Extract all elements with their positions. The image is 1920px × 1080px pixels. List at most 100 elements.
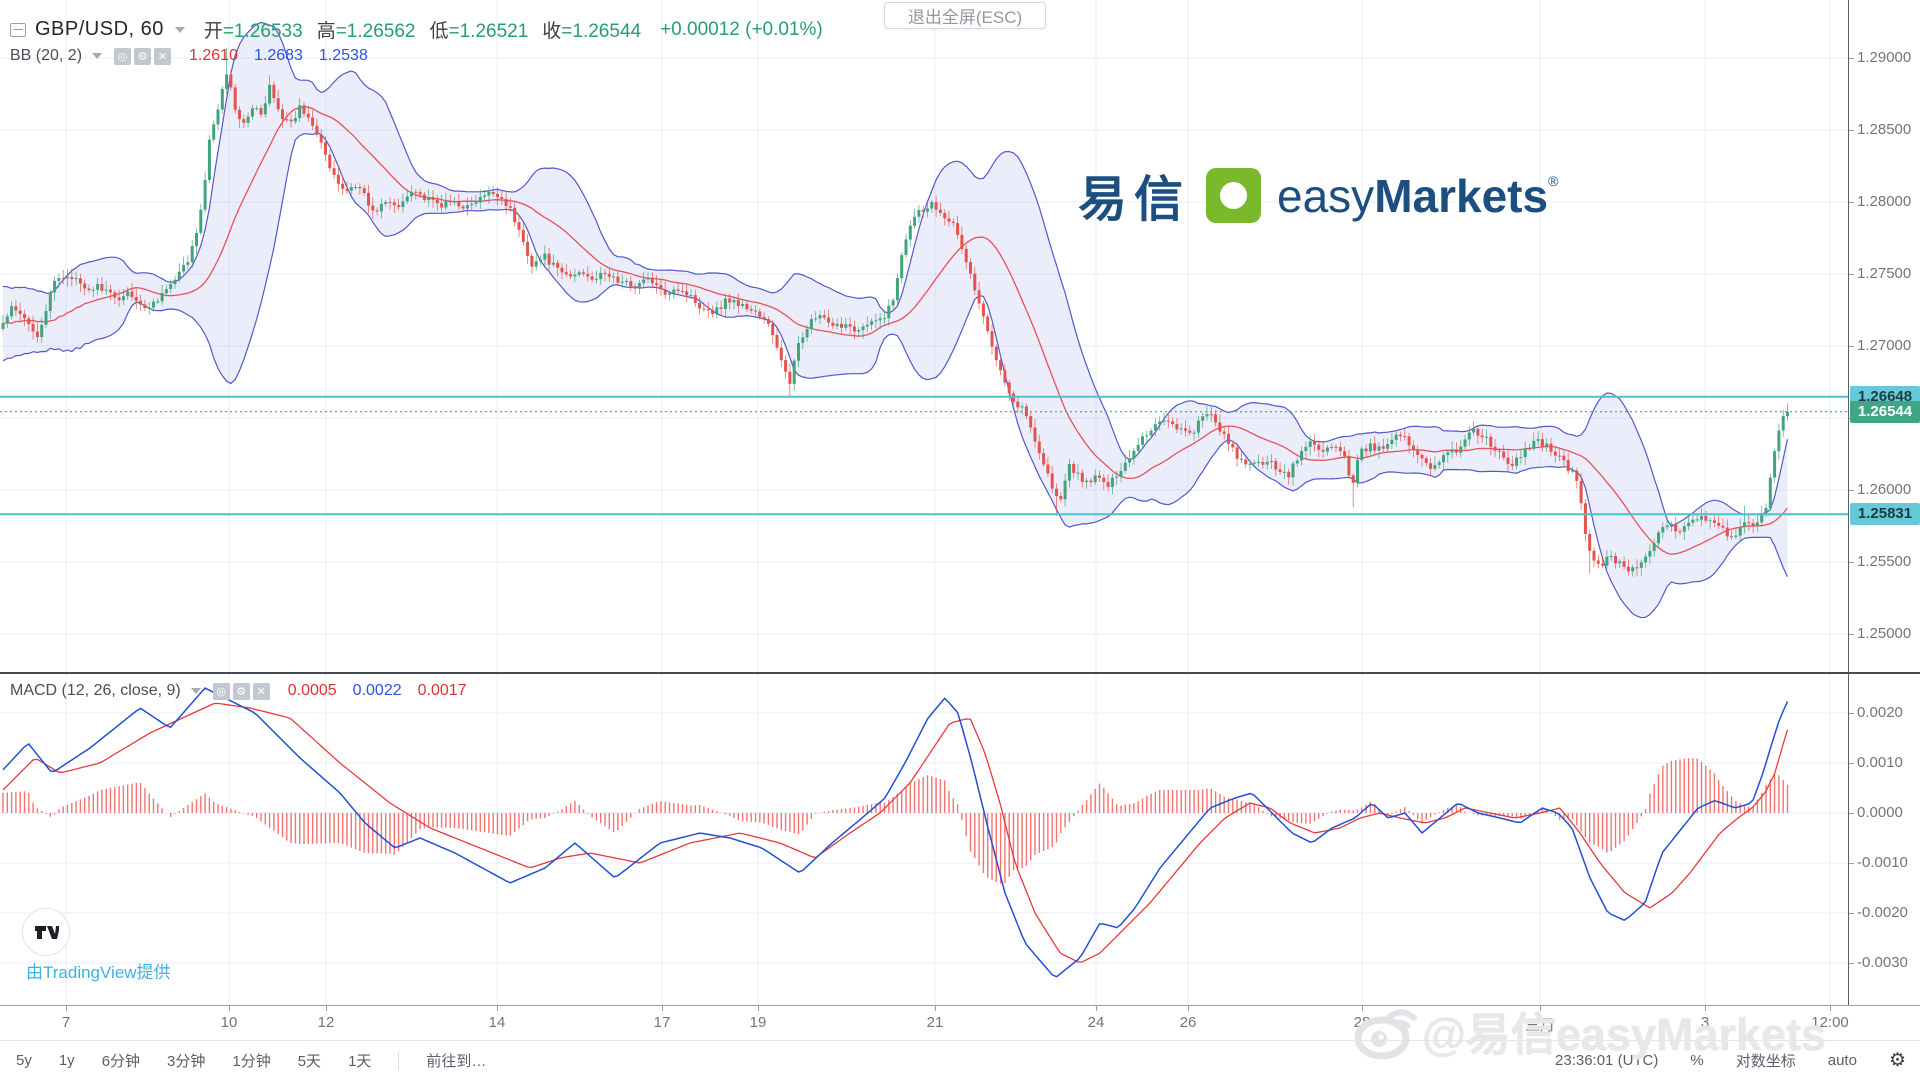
price-tick: 1.25000	[1849, 625, 1920, 643]
bb-label[interactable]: BB (20, 2)	[10, 47, 83, 64]
price-tick: 1.26000	[1849, 481, 1920, 499]
settings-gear-icon[interactable]: ⚙	[1888, 1050, 1906, 1071]
last-price-badge: 1.26544	[1850, 400, 1920, 423]
price-tick: 1.27500	[1849, 265, 1920, 283]
goto-date-button[interactable]: 前往到…	[426, 1053, 487, 1070]
range-button-5天[interactable]: 5天	[297, 1053, 322, 1070]
indicator-value: 0.0017	[417, 682, 467, 699]
tradingview-logo-icon[interactable]	[22, 908, 70, 956]
time-tick-mark	[1540, 1006, 1541, 1011]
range-button-1分钟[interactable]: 1分钟	[232, 1053, 271, 1070]
easymarkets-logo: 易信 easyMarkets®	[1078, 160, 1558, 231]
time-tick-label: 12	[317, 1014, 335, 1031]
time-tick-mark	[229, 1006, 230, 1011]
easymarkets-logo-text: easyMarkets®	[1277, 169, 1559, 222]
time-tick-mark	[1096, 1006, 1097, 1011]
macd-tick: 0.0000	[1849, 804, 1920, 822]
price-tick: 1.25500	[1849, 553, 1920, 571]
price-chart-pane[interactable]	[0, 0, 1848, 672]
time-axis[interactable]: 7 10 12 14 17 19 21 24 26 28 三月 3 12:00	[0, 1005, 1920, 1040]
indicator-value: 0.0005	[287, 682, 337, 699]
indicator-value: 1.2610	[189, 47, 238, 64]
toolbar-right: 23:36:01 (UTC) % 对数坐标 auto ⚙	[1555, 1050, 1906, 1071]
price-tick: 1.27000	[1849, 337, 1920, 355]
price-axis[interactable]: 1.29000 1.28500 1.28000 1.27500 1.27000 1.265…	[1848, 0, 1920, 1005]
macd-chart-pane[interactable]	[0, 674, 1848, 1005]
time-tick-label: 7	[61, 1014, 71, 1031]
time-tick-label: 10	[220, 1014, 238, 1031]
range-button-5y[interactable]: 5y	[16, 1052, 32, 1069]
symbol-title[interactable]: GBP/USD, 60	[35, 18, 164, 40]
percent-scale-button[interactable]: %	[1690, 1052, 1704, 1069]
bb-values: 1.2610 1.2683 1.2538	[189, 47, 368, 65]
macd-legend: MACD (12, 26, close, 9) ◎ ⚙ ✕ 0.0005 0.0022…	[10, 682, 467, 700]
tradingview-attribution[interactable]: 由TradingView提供	[26, 963, 171, 982]
easymarkets-logo-cn: 易信	[1078, 173, 1191, 227]
bb-controls: ◎ ⚙ ✕	[114, 47, 172, 65]
visibility-icon[interactable]: ◎	[114, 47, 132, 65]
range-button-1y[interactable]: 1y	[58, 1052, 75, 1069]
indicator-value: 1.2683	[253, 47, 303, 64]
settings-icon[interactable]: ⚙	[232, 682, 250, 700]
level-price-badge: 1.25831	[1850, 503, 1920, 526]
macd-controls: ◎ ⚙ ✕	[212, 682, 270, 700]
time-tick-label: 12:00	[1811, 1014, 1849, 1031]
time-tick-mark	[1830, 1006, 1831, 1011]
chevron-down-icon[interactable]	[92, 53, 103, 59]
time-tick-label: 19	[749, 1014, 767, 1031]
macd-tick: 0.0010	[1849, 754, 1920, 772]
time-tick-mark	[662, 1006, 663, 1011]
easymarkets-logo-icon	[1206, 168, 1262, 223]
price-tick: 1.28500	[1849, 121, 1920, 139]
close-icon[interactable]: ✕	[154, 47, 172, 65]
time-tick-mark	[758, 1006, 759, 1011]
indicator-value: 1.2538	[318, 47, 368, 64]
macd-tick: -0.0030	[1849, 954, 1920, 972]
clock-utc[interactable]: 23:36:01 (UTC)	[1555, 1052, 1659, 1069]
range-button-1天[interactable]: 1天	[348, 1053, 372, 1070]
time-tick-mark	[1362, 1006, 1363, 1011]
price-tick: 1.29000	[1849, 49, 1920, 67]
log-scale-button[interactable]: 对数坐标	[1735, 1053, 1796, 1070]
bottom-toolbar: 5y 1y 6分钟 3分钟 1分钟 5天 1天 前往到… 23:36:01 (UTC) % 对…	[0, 1040, 1920, 1080]
symbol-header: GBP/USD, 60 开=1.26533 高=1.26562 低=1.26521 收…	[10, 16, 823, 43]
price-tick: 1.28000	[1849, 193, 1920, 211]
time-tick-label: 28	[1353, 1014, 1371, 1031]
macd-tick: -0.0020	[1849, 904, 1920, 922]
time-tick-label: 21	[926, 1014, 944, 1031]
bb-legend: BB (20, 2) ◎ ⚙ ✕ 1.2610 1.2683 1.2538	[10, 47, 368, 65]
change-value: +0.00012 (+0.01%)	[660, 18, 823, 40]
time-tick-label: 14	[488, 1014, 506, 1031]
chevron-down-icon[interactable]	[190, 688, 201, 694]
macd-values: 0.0005 0.0022 0.0017	[288, 682, 467, 700]
time-tick-label: 三月	[1524, 1017, 1556, 1034]
visibility-icon[interactable]: ◎	[212, 682, 230, 700]
time-tick-mark	[326, 1006, 327, 1011]
indicator-value: 0.0022	[352, 682, 402, 699]
time-tick-mark	[66, 1006, 67, 1011]
time-tick-label: 17	[653, 1014, 671, 1031]
time-tick-mark	[1705, 1006, 1706, 1011]
range-button-3分钟[interactable]: 3分钟	[167, 1053, 206, 1070]
time-tick-label: 26	[1179, 1014, 1197, 1031]
ohlc-values: 开=1.26533 高=1.26562 低=1.26521 收=1.26544	[203, 21, 642, 42]
time-tick-mark	[935, 1006, 936, 1011]
divider	[398, 1051, 400, 1070]
time-tick-label: 3	[1700, 1014, 1710, 1031]
time-tick-mark	[1188, 1006, 1189, 1011]
macd-tick: 0.0020	[1849, 704, 1920, 722]
range-button-6分钟[interactable]: 6分钟	[101, 1053, 141, 1070]
collapse-icon[interactable]	[10, 22, 26, 37]
close-icon[interactable]: ✕	[252, 682, 270, 700]
exit-fullscreen-button[interactable]: 退出全屏(ESC)	[884, 2, 1046, 29]
macd-label[interactable]: MACD (12, 26, close, 9)	[10, 682, 181, 699]
time-tick-mark	[497, 1006, 498, 1011]
pane-divider[interactable]	[0, 672, 1920, 674]
time-tick-label: 24	[1087, 1014, 1105, 1031]
chevron-down-icon[interactable]	[174, 26, 185, 33]
range-buttons: 5y 1y 6分钟 3分钟 1分钟 5天 1天 前往到…	[0, 1050, 486, 1071]
settings-icon[interactable]: ⚙	[134, 47, 152, 65]
auto-scale-button[interactable]: auto	[1827, 1052, 1857, 1069]
macd-tick: -0.0010	[1849, 854, 1920, 872]
